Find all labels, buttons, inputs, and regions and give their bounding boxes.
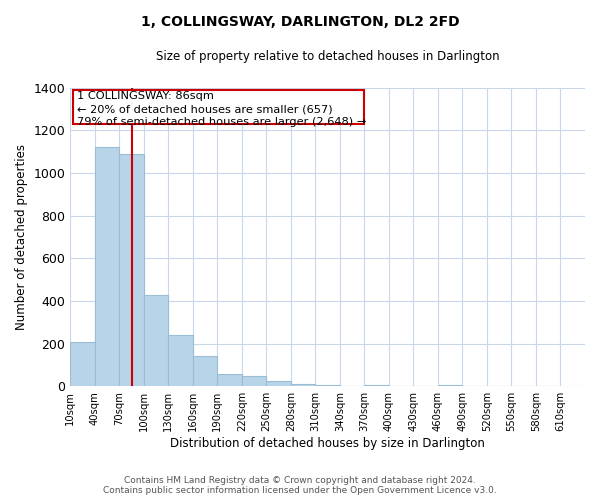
Bar [70,342,95,386]
Text: 1 COLLINGSWAY: 86sqm
← 20% of detached houses are smaller (657)
79% of semi-deta: 1 COLLINGSWAY: 86sqm ← 20% of detached h… [77,91,366,128]
Bar [217,374,242,386]
Text: 1, COLLINGSWAY, DARLINGTON, DL2 2FD: 1, COLLINGSWAY, DARLINGTON, DL2 2FD [140,15,460,29]
Title: Size of property relative to detached houses in Darlington: Size of property relative to detached ho… [156,50,499,63]
Bar [364,384,389,386]
Bar [144,294,169,386]
X-axis label: Distribution of detached houses by size in Darlington: Distribution of detached houses by size … [170,437,485,450]
Bar [95,148,119,386]
Bar [242,376,266,386]
Text: Contains HM Land Registry data © Crown copyright and database right 2024.
Contai: Contains HM Land Registry data © Crown c… [103,476,497,495]
FancyBboxPatch shape [73,90,364,124]
Bar [119,154,144,386]
Bar [266,381,291,386]
Bar [291,384,316,386]
Bar [438,385,463,386]
Y-axis label: Number of detached properties: Number of detached properties [15,144,28,330]
Bar [193,356,217,386]
Bar [169,335,193,386]
